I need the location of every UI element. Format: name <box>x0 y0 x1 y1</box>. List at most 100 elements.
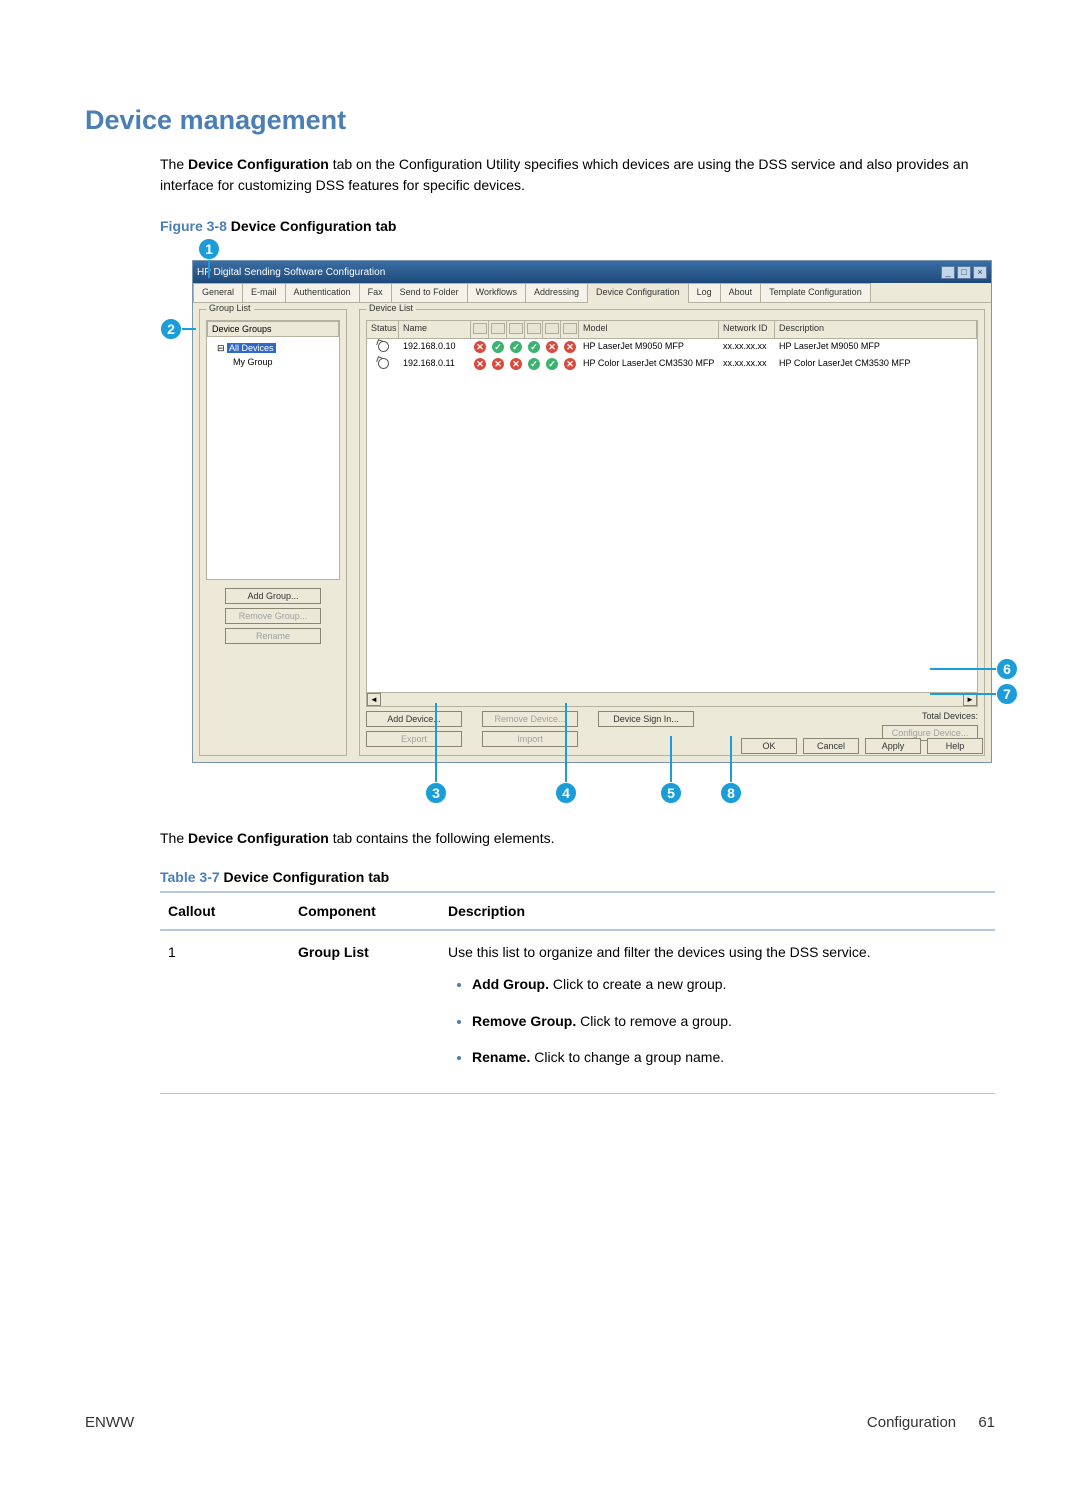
device-name: 192.168.0.10 <box>399 339 471 356</box>
col-name[interactable]: Name <box>399 321 471 338</box>
left-panel: Group List Device Groups ⊟ All Devices M… <box>193 303 353 762</box>
x-icon: ✕ <box>492 358 504 370</box>
tab-send-to-folder[interactable]: Send to Folder <box>391 283 468 302</box>
check-icon: ✓ <box>492 341 504 353</box>
scroll-left-icon[interactable]: ◄ <box>367 693 381 706</box>
figure-title-bold: Device Configuration <box>227 218 372 234</box>
window-controls: _ □ × <box>941 266 987 279</box>
minimize-icon[interactable]: _ <box>941 266 955 279</box>
remove-device-button[interactable]: Remove Device... <box>482 711 578 727</box>
ok-button[interactable]: OK <box>741 738 797 754</box>
add-device-button[interactable]: Add Device... <box>366 711 462 727</box>
device-rows-container: 192.168.0.10✕✓✓✓✕✕HP LaserJet M9050 MFPx… <box>367 339 977 692</box>
bullet-bold: Remove Group. <box>472 1013 576 1029</box>
footer-right: Configuration 61 <box>867 1414 995 1431</box>
col-feature-4[interactable] <box>525 321 543 338</box>
apply-button[interactable]: Apply <box>865 738 921 754</box>
col-status[interactable]: Status <box>367 321 399 338</box>
desc-lead: Use this list to organize and filter the… <box>448 944 871 960</box>
horizontal-scrollbar[interactable]: ◄ ► <box>367 692 977 706</box>
page-heading: Device management <box>85 105 995 136</box>
scroll-right-icon[interactable]: ► <box>963 693 977 706</box>
remove-group-button[interactable]: Remove Group... <box>225 608 321 624</box>
caption-post: tab contains the following elements. <box>329 830 555 846</box>
tab-email[interactable]: E-mail <box>242 283 286 302</box>
check-icon: ✓ <box>528 341 540 353</box>
tab-addressing[interactable]: Addressing <box>525 283 588 302</box>
help-button[interactable]: Help <box>927 738 983 754</box>
tab-template-configuration[interactable]: Template Configuration <box>760 283 871 302</box>
bullet-rest: Click to create a new group. <box>549 976 726 992</box>
feature-icon <box>509 323 523 334</box>
col-description[interactable]: Description <box>775 321 977 338</box>
intro-text-bold: Device Configuration <box>188 156 329 172</box>
right-panel: Device List Status Name Model <box>353 303 991 762</box>
figure-followup: The Device Configuration tab contains th… <box>160 828 995 849</box>
bullet-rest: Click to remove a group. <box>576 1013 732 1029</box>
feature-icon <box>527 323 541 334</box>
window-titlebar: HP Digital Sending Software Configuratio… <box>193 261 991 283</box>
tab-log[interactable]: Log <box>688 283 721 302</box>
cell-description: Use this list to organize and filter the… <box>440 930 995 1093</box>
tab-workflows[interactable]: Workflows <box>467 283 526 302</box>
x-icon: ✕ <box>474 358 486 370</box>
bullet-bold: Add Group. <box>472 976 549 992</box>
callout-8: 8 <box>720 782 742 804</box>
bullet-rest: Click to change a group name. <box>530 1049 724 1065</box>
export-button[interactable]: Export <box>366 731 462 747</box>
cancel-button[interactable]: Cancel <box>803 738 859 754</box>
bullet-bold: Rename. <box>472 1049 530 1065</box>
import-button[interactable]: Import <box>482 731 578 747</box>
tab-authentication[interactable]: Authentication <box>285 283 360 302</box>
close-icon[interactable]: × <box>973 266 987 279</box>
col-feature-6[interactable] <box>561 321 579 338</box>
device-description: HP LaserJet M9050 MFP <box>775 339 977 356</box>
tab-device-configuration[interactable]: Device Configuration <box>587 283 689 303</box>
device-row[interactable]: 192.168.0.10✕✓✓✓✕✕HP LaserJet M9050 MFPx… <box>367 339 977 356</box>
folder-icon <box>473 323 487 334</box>
add-group-button[interactable]: Add Group... <box>225 588 321 604</box>
table-title: Device Configuration tab <box>220 869 390 885</box>
caption-bold: Device Configuration <box>188 830 329 846</box>
dialog-buttons: OK Cancel Apply Help <box>741 738 983 754</box>
table-row: 1 Group List Use this list to organize a… <box>160 930 995 1093</box>
col-feature-2[interactable] <box>489 321 507 338</box>
component-name: Group List <box>298 944 369 960</box>
figure-title: Device Configuration tab <box>227 218 397 234</box>
tree-child-node[interactable]: My Group <box>211 355 335 369</box>
callout-7: 7 <box>996 683 1018 705</box>
maximize-icon[interactable]: □ <box>957 266 971 279</box>
device-groups-tree[interactable]: Device Groups ⊟ All Devices My Group <box>206 320 340 580</box>
footer-left: ENWW <box>85 1414 134 1431</box>
rename-group-button[interactable]: Rename <box>225 628 321 644</box>
col-model[interactable]: Model <box>579 321 719 338</box>
tab-general[interactable]: General <box>193 283 243 302</box>
callout-4: 4 <box>555 782 577 804</box>
device-row[interactable]: 192.168.0.11✕✕✕✓✓✕HP Color LaserJet CM35… <box>367 356 977 373</box>
x-icon: ✕ <box>546 341 558 353</box>
device-description: HP Color LaserJet CM3530 MFP <box>775 356 977 373</box>
callout-5: 5 <box>660 782 682 804</box>
col-feature-1[interactable] <box>471 321 489 338</box>
device-signin-button[interactable]: Device Sign In... <box>598 711 694 727</box>
tab-about[interactable]: About <box>720 283 762 302</box>
th-description: Description <box>440 892 995 930</box>
check-icon: ✓ <box>528 358 540 370</box>
caption-pre: The <box>160 830 188 846</box>
tab-strip: General E-mail Authentication Fax Send t… <box>193 283 991 303</box>
status-icon <box>378 358 389 369</box>
col-feature-3[interactable] <box>507 321 525 338</box>
check-icon: ✓ <box>546 358 558 370</box>
x-icon: ✕ <box>564 341 576 353</box>
callout-3: 3 <box>425 782 447 804</box>
cell-component: Group List <box>290 930 440 1093</box>
col-network-id[interactable]: Network ID <box>719 321 775 338</box>
window-title: HP Digital Sending Software Configuratio… <box>197 267 385 278</box>
status-icon <box>378 341 389 352</box>
tab-fax[interactable]: Fax <box>359 283 392 302</box>
col-feature-5[interactable] <box>543 321 561 338</box>
tree-root-node[interactable]: ⊟ All Devices <box>211 341 335 355</box>
tree-root-label: All Devices <box>227 343 276 353</box>
device-list-title: Device List <box>366 303 416 313</box>
x-icon: ✕ <box>510 358 522 370</box>
